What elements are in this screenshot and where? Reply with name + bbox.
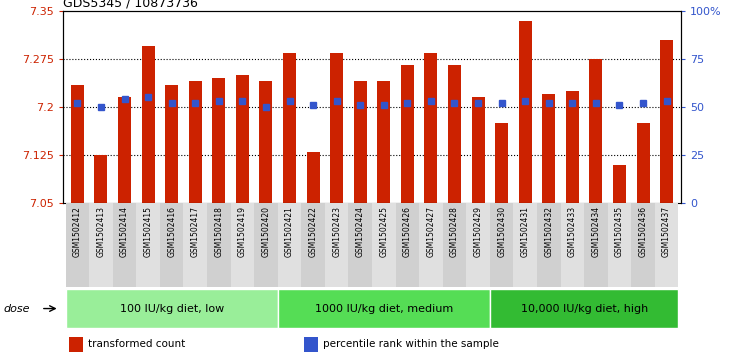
Bar	[542, 94, 555, 203]
Text: GSM1502432: GSM1502432	[545, 206, 554, 257]
Bar	[254, 203, 278, 287]
Bar	[401, 65, 414, 203]
Text: GSM1502428: GSM1502428	[450, 206, 459, 257]
Bar	[304, 337, 318, 351]
Text: GSM1502437: GSM1502437	[662, 206, 671, 257]
Bar	[490, 203, 513, 287]
Bar	[589, 59, 603, 203]
Bar	[69, 337, 83, 351]
Bar	[184, 203, 207, 287]
Bar	[260, 81, 272, 203]
Bar	[89, 203, 113, 287]
Text: 100 IU/kg diet, low: 100 IU/kg diet, low	[120, 303, 224, 314]
Bar	[71, 85, 84, 203]
Bar	[160, 203, 184, 287]
Bar	[353, 81, 367, 203]
Text: GSM1502419: GSM1502419	[238, 206, 247, 257]
Bar	[65, 289, 278, 328]
Bar	[660, 40, 673, 203]
Bar	[608, 203, 631, 287]
Bar	[278, 289, 490, 328]
Text: GSM1502417: GSM1502417	[190, 206, 199, 257]
Bar	[212, 78, 225, 203]
Bar	[519, 20, 532, 203]
Bar	[236, 75, 248, 203]
Text: GSM1502436: GSM1502436	[638, 206, 647, 257]
Bar	[466, 203, 490, 287]
Bar	[301, 203, 325, 287]
Bar	[283, 53, 296, 203]
Text: GSM1502426: GSM1502426	[403, 206, 412, 257]
Bar	[631, 203, 655, 287]
Bar	[165, 85, 178, 203]
Text: GSM1502430: GSM1502430	[497, 206, 506, 257]
Text: GSM1502416: GSM1502416	[167, 206, 176, 257]
Text: GSM1502427: GSM1502427	[426, 206, 435, 257]
Bar	[396, 203, 419, 287]
Text: GSM1502413: GSM1502413	[97, 206, 106, 257]
Bar	[443, 203, 466, 287]
Text: GSM1502425: GSM1502425	[379, 206, 388, 257]
Bar	[278, 203, 301, 287]
Text: GSM1502423: GSM1502423	[332, 206, 341, 257]
Text: GSM1502422: GSM1502422	[309, 206, 318, 257]
Text: GSM1502415: GSM1502415	[144, 206, 153, 257]
Text: GSM1502414: GSM1502414	[120, 206, 129, 257]
Bar	[472, 97, 484, 203]
Bar	[207, 203, 231, 287]
Bar	[537, 203, 560, 287]
Text: GDS5345 / 10873736: GDS5345 / 10873736	[63, 0, 198, 10]
Bar	[325, 203, 348, 287]
Bar	[513, 203, 537, 287]
Bar	[189, 81, 202, 203]
Bar	[65, 203, 89, 287]
Bar	[566, 91, 579, 203]
Bar	[637, 123, 650, 203]
Text: dose: dose	[4, 303, 31, 314]
Text: GSM1502434: GSM1502434	[591, 206, 600, 257]
Bar	[307, 152, 320, 203]
Bar	[424, 53, 437, 203]
Bar	[613, 165, 626, 203]
Bar	[560, 203, 584, 287]
Text: GSM1502424: GSM1502424	[356, 206, 365, 257]
Text: GSM1502418: GSM1502418	[214, 206, 223, 257]
Text: GSM1502435: GSM1502435	[615, 206, 624, 257]
Bar	[448, 65, 461, 203]
Text: transformed count: transformed count	[88, 339, 185, 349]
Text: 1000 IU/kg diet, medium: 1000 IU/kg diet, medium	[315, 303, 453, 314]
Bar	[141, 46, 155, 203]
Text: 10,000 IU/kg diet, high: 10,000 IU/kg diet, high	[521, 303, 648, 314]
Bar	[655, 203, 679, 287]
Bar	[584, 203, 608, 287]
Text: GSM1502412: GSM1502412	[73, 206, 82, 257]
Bar	[490, 289, 679, 328]
Bar	[377, 81, 391, 203]
Text: GSM1502421: GSM1502421	[285, 206, 294, 257]
Bar	[348, 203, 372, 287]
Bar	[94, 155, 107, 203]
Text: GSM1502431: GSM1502431	[521, 206, 530, 257]
Bar	[118, 97, 131, 203]
Bar	[330, 53, 343, 203]
Text: GSM1502429: GSM1502429	[474, 206, 483, 257]
Text: GSM1502433: GSM1502433	[568, 206, 577, 257]
Bar	[136, 203, 160, 287]
Text: GSM1502420: GSM1502420	[261, 206, 270, 257]
Text: percentile rank within the sample: percentile rank within the sample	[323, 339, 498, 349]
Bar	[419, 203, 443, 287]
Bar	[113, 203, 136, 287]
Bar	[231, 203, 254, 287]
Bar	[496, 123, 508, 203]
Bar	[372, 203, 396, 287]
